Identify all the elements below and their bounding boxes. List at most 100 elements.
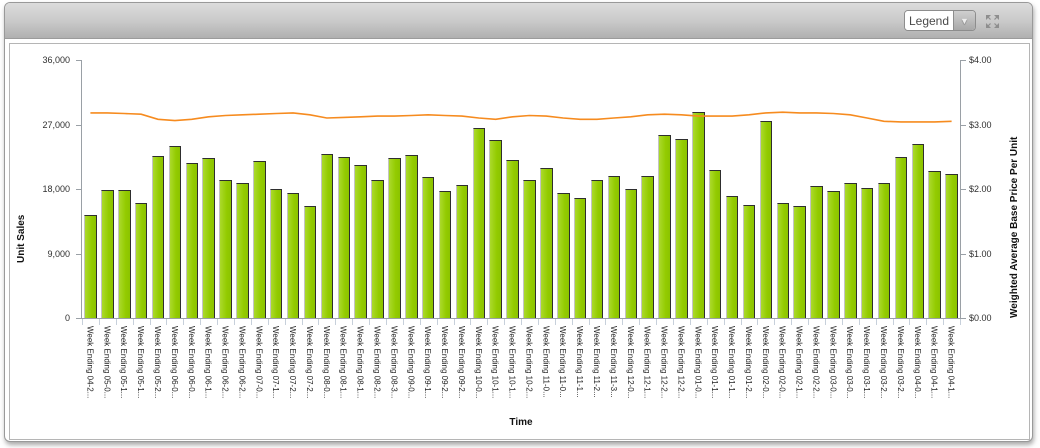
- price-line[interactable]: [82, 60, 960, 318]
- right-tick-label: $1.00: [969, 248, 992, 259]
- x-tick-label: Week Ending 05-1...: [119, 326, 129, 399]
- legend-dropdown-arrow-button[interactable]: ▼: [953, 11, 975, 30]
- bar-Week-Ending-09-2-[interactable]: [438, 191, 452, 318]
- x-tick-label: Week Ending 12-1...: [642, 326, 652, 399]
- x-minor-tick: [301, 319, 303, 325]
- bar-Week-Ending-07-2-[interactable]: [286, 193, 300, 318]
- x-tick-label: Week Ending 02-0...: [777, 326, 787, 399]
- right-tick: [961, 60, 966, 61]
- bar-Week-Ending-05-1-[interactable]: [118, 189, 131, 318]
- x-tick-label: Week Ending 04-1...: [946, 326, 956, 399]
- x-minor-tick: [521, 319, 522, 325]
- x-tick-label: Week Ending 11-3...: [608, 326, 618, 398]
- x-tick-label: Week Ending 06-2...: [237, 326, 247, 399]
- bar-Week-Ending-12-2-[interactable]: [675, 138, 688, 318]
- bar-Week-Ending-05-1-[interactable]: [134, 202, 148, 318]
- x-minor-tick: [689, 319, 691, 325]
- bar-Week-Ending-01-0-[interactable]: [692, 112, 705, 318]
- bar-Week-Ending-12-1-[interactable]: [641, 176, 654, 318]
- x-tick-label: Week Ending 07-2...: [288, 326, 298, 399]
- x-minor-tick: [808, 319, 809, 325]
- bar-Week-Ending-11-2-[interactable]: [590, 180, 604, 318]
- x-tick-label: Week Ending 04-2...: [85, 326, 95, 399]
- bar-Week-Ending-06-0-[interactable]: [185, 162, 198, 318]
- x-minor-tick: [149, 319, 151, 325]
- expand-icon[interactable]: [984, 13, 1001, 30]
- bar-Week-Ending-03-0-[interactable]: [827, 191, 840, 318]
- x-minor-tick: [335, 319, 337, 325]
- bar-Week-Ending-03-2-[interactable]: [877, 182, 891, 318]
- bar-Week-Ending-12-2-[interactable]: [658, 135, 671, 318]
- bar-Week-Ending-04-1-[interactable]: [928, 171, 941, 318]
- bar-Week-Ending-12-0-[interactable]: [624, 189, 637, 318]
- bar-Week-Ending-09-1-[interactable]: [421, 176, 435, 318]
- bar-Week-Ending-03-1-[interactable]: [860, 188, 874, 318]
- bar-Week-Ending-08-2-[interactable]: [371, 179, 384, 318]
- bar-Week-Ending-03-0-[interactable]: [844, 183, 857, 318]
- legend-dropdown[interactable]: Legend ▼: [904, 10, 976, 31]
- x-minor-tick: [554, 319, 556, 325]
- bar-Week-Ending-09-2-[interactable]: [455, 184, 469, 318]
- bar-Week-Ending-04-0-[interactable]: [911, 143, 924, 318]
- bar-Week-Ending-06-2-[interactable]: [219, 180, 232, 318]
- bar-Week-Ending-07-1-[interactable]: [269, 189, 283, 318]
- right-tick: [961, 318, 966, 319]
- bar-Week-Ending-01-1-[interactable]: [725, 196, 739, 318]
- bar-Week-Ending-02-0-[interactable]: [776, 203, 789, 318]
- x-minor-tick: [234, 319, 235, 325]
- bar-Week-Ending-06-1-[interactable]: [202, 157, 215, 318]
- x-tick-label: Week Ending 12-2...: [659, 326, 669, 399]
- bar-Week-Ending-01-1-[interactable]: [708, 170, 722, 318]
- bar-Week-Ending-08-0-[interactable]: [320, 153, 334, 318]
- bar-Week-Ending-04-2-[interactable]: [84, 214, 97, 318]
- x-minor-tick: [369, 319, 370, 325]
- plot-area: [82, 60, 960, 318]
- x-minor-tick: [453, 319, 455, 325]
- bar-Week-Ending-08-3-[interactable]: [388, 157, 401, 318]
- x-tick-label: Week Ending 05-0...: [102, 326, 112, 399]
- x-tick-label: Week Ending 06-2...: [220, 326, 230, 399]
- x-tick-label: Week Ending 08-0...: [321, 326, 331, 399]
- x-tick-label: Week Ending 08-1...: [338, 326, 348, 399]
- bar-Week-Ending-07-2-[interactable]: [303, 205, 317, 318]
- bar-Week-Ending-10-2-[interactable]: [523, 179, 536, 318]
- x-minor-tick: [605, 319, 607, 325]
- bar-Week-Ending-05-0-[interactable]: [101, 189, 114, 318]
- x-tick-label: Week Ending 12-0...: [625, 326, 635, 399]
- bar-Week-Ending-10-1-[interactable]: [506, 160, 519, 318]
- bar-Week-Ending-02-2-[interactable]: [810, 186, 823, 318]
- x-tick-label: Week Ending 03-0...: [828, 326, 838, 399]
- right-tick-label: $4.00: [969, 55, 992, 65]
- left-tick-label: 9,000: [47, 248, 70, 259]
- x-minor-tick: [183, 319, 185, 325]
- bar-Week-Ending-10-1-[interactable]: [489, 139, 502, 318]
- x-minor-tick: [487, 319, 489, 325]
- bar-Week-Ending-08-1-[interactable]: [337, 156, 350, 318]
- bar-Week-Ending-07-0-[interactable]: [253, 161, 266, 318]
- bar-Week-Ending-01-2-[interactable]: [742, 204, 756, 318]
- bar-Week-Ending-09-0-[interactable]: [405, 154, 418, 318]
- x-minor-tick: [841, 319, 843, 325]
- x-minor-tick: [858, 319, 860, 325]
- bar-Week-Ending-11-0-[interactable]: [540, 167, 553, 318]
- bar-Week-Ending-04-1-[interactable]: [945, 173, 958, 318]
- right-tick: [961, 253, 966, 255]
- right-tick: [961, 189, 966, 190]
- bar-Week-Ending-11-0-[interactable]: [557, 193, 570, 318]
- bar-Week-Ending-03-2-[interactable]: [894, 156, 908, 318]
- x-minor-tick: [352, 319, 354, 325]
- bar-Week-Ending-06-0-[interactable]: [168, 146, 182, 318]
- x-tick-label: Week Ending 03-2...: [895, 326, 905, 399]
- bar-Week-Ending-02-0-[interactable]: [759, 120, 773, 318]
- bar-Week-Ending-10-0-[interactable]: [472, 128, 485, 318]
- bar-Week-Ending-08-1-[interactable]: [354, 165, 367, 318]
- x-tick-label: Week Ending 07-0...: [254, 326, 264, 399]
- bar-Week-Ending-11-3-[interactable]: [607, 176, 621, 318]
- bar-Week-Ending-05-2-[interactable]: [151, 156, 165, 318]
- x-minor-tick: [318, 319, 320, 325]
- x-tick-label: Week Ending 09-0...: [406, 326, 416, 399]
- bar-Week-Ending-02-1-[interactable]: [793, 206, 806, 318]
- bar-Week-Ending-11-1-[interactable]: [573, 198, 587, 318]
- bar-Week-Ending-06-2-[interactable]: [236, 182, 249, 318]
- legend-dropdown-value[interactable]: Legend: [905, 11, 953, 30]
